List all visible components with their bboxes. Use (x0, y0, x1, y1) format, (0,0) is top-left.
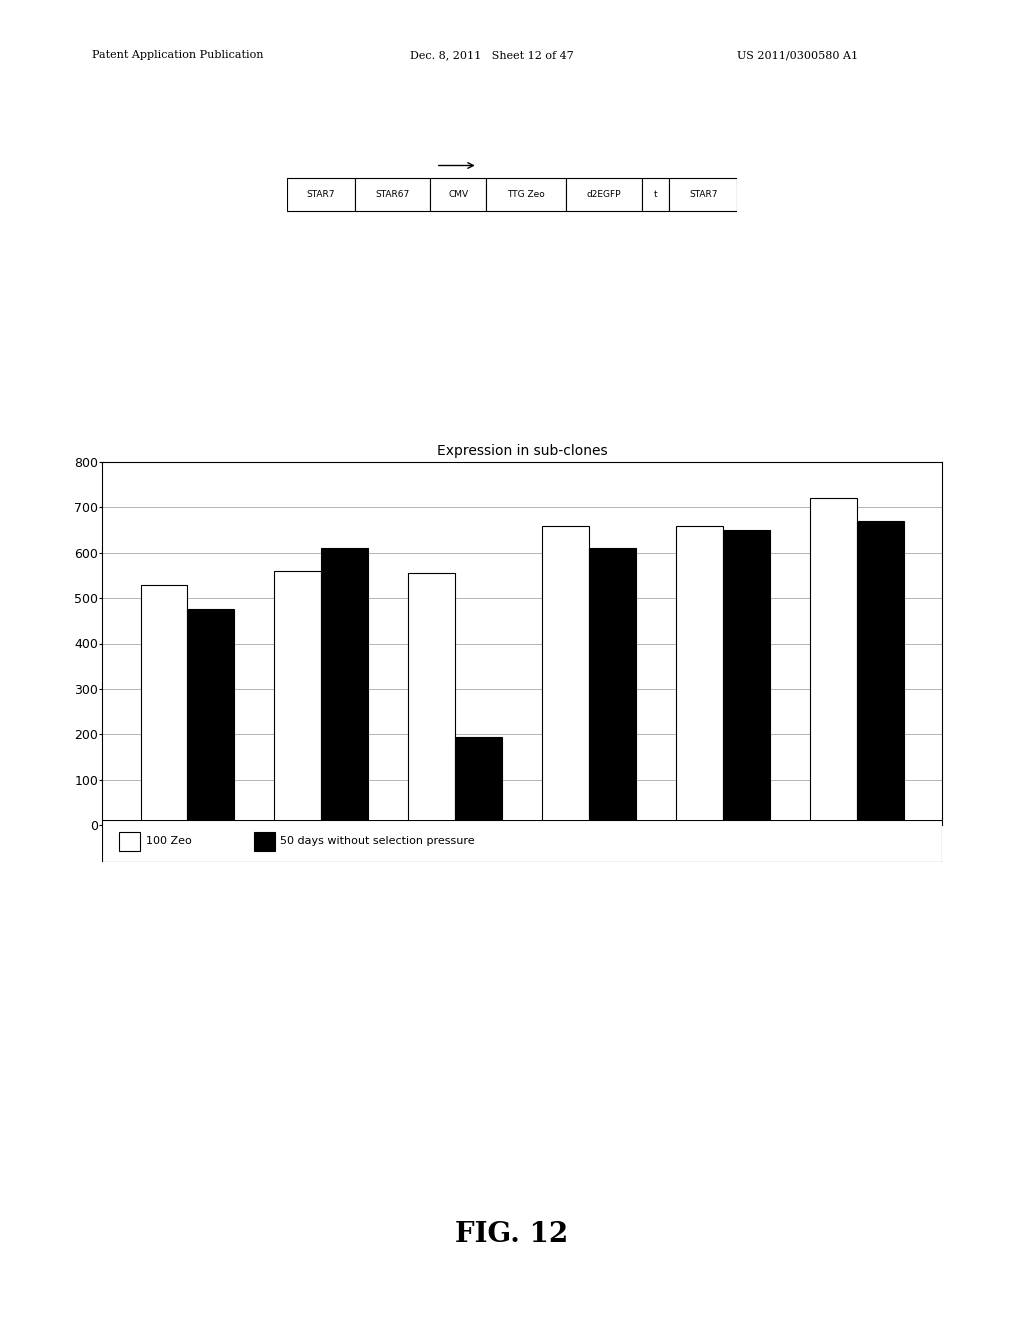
Bar (354, 178, 430, 211)
Text: t: t (653, 190, 657, 199)
Title: Expression in sub-clones: Expression in sub-clones (437, 444, 607, 458)
Bar (119, 833, 140, 851)
Bar (322, 548, 369, 825)
Bar (254, 833, 274, 851)
Bar (566, 178, 642, 211)
Text: Patent Application Publication: Patent Application Publication (92, 50, 263, 61)
Bar (589, 548, 636, 825)
Bar (140, 585, 187, 825)
Bar (287, 178, 354, 211)
Text: TTG Zeo: TTG Zeo (507, 190, 545, 199)
Text: STAR7: STAR7 (306, 190, 335, 199)
Text: FIG. 12: FIG. 12 (456, 1221, 568, 1247)
Bar (486, 178, 566, 211)
Text: Dec. 8, 2011   Sheet 12 of 47: Dec. 8, 2011 Sheet 12 of 47 (410, 50, 573, 61)
Text: STAR67: STAR67 (375, 190, 410, 199)
Bar (676, 525, 723, 825)
Bar (723, 531, 770, 825)
Bar (543, 525, 589, 825)
Bar (187, 610, 234, 825)
Text: 100 Zeo: 100 Zeo (146, 836, 191, 846)
Bar (810, 498, 857, 825)
Text: d2EGFP: d2EGFP (587, 190, 621, 199)
Bar (409, 573, 456, 825)
Text: CMV: CMV (449, 190, 468, 199)
Bar (430, 178, 486, 211)
Bar (857, 521, 904, 825)
Bar (642, 178, 670, 211)
Text: US 2011/0300580 A1: US 2011/0300580 A1 (737, 50, 858, 61)
Bar (274, 570, 322, 825)
Bar (670, 178, 737, 211)
Text: STAR7: STAR7 (689, 190, 718, 199)
Bar (456, 737, 502, 825)
Text: 50 days without selection pressure: 50 days without selection pressure (281, 836, 475, 846)
